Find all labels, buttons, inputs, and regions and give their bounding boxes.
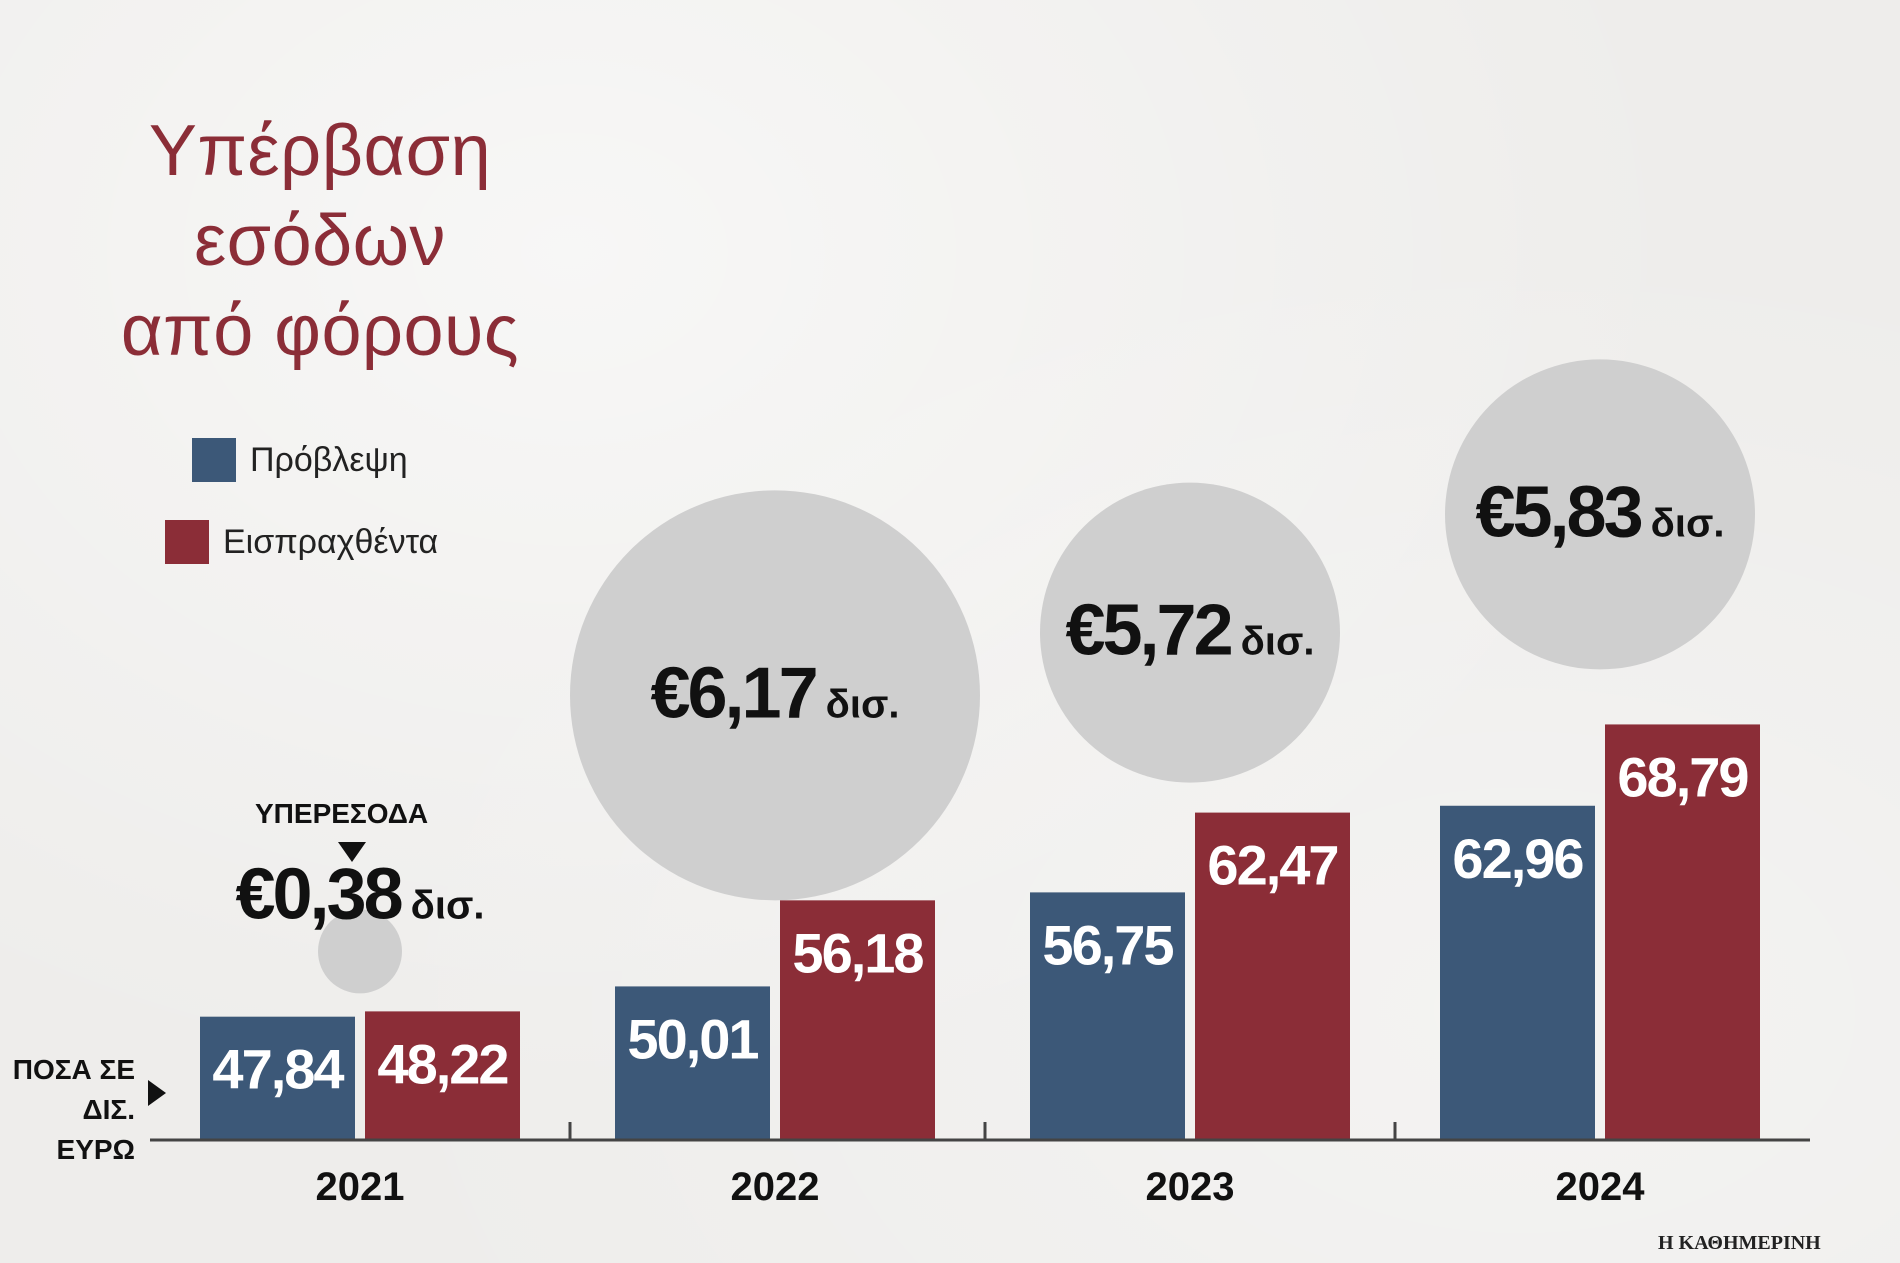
legend-swatch-collected xyxy=(165,520,209,564)
bar-forecast-2024 xyxy=(1440,805,1595,1140)
surplus-label: ΥΠΕΡΕΣΟΔΑ xyxy=(255,798,429,829)
bar-label-collected-2023: 62,47 xyxy=(1207,834,1337,897)
bar-label-collected-2024: 68,79 xyxy=(1617,745,1748,808)
bar-collected-2023 xyxy=(1195,812,1350,1140)
excess-circle-2023 xyxy=(1040,482,1340,783)
bar-forecast-2023 xyxy=(1030,892,1185,1140)
bar-forecast-2021 xyxy=(200,1016,355,1140)
bar-label-forecast-2023: 56,75 xyxy=(1042,913,1173,976)
excess-value-2023: €5,72 xyxy=(1065,591,1231,671)
excess-circle-2021 xyxy=(318,909,402,994)
bar-label-forecast-2021: 47,84 xyxy=(212,1038,344,1101)
bar-label-forecast-2022: 50,01 xyxy=(627,1007,758,1070)
year-label-2023: 2023 xyxy=(1146,1165,1235,1209)
excess-unit-2024: δισ. xyxy=(1651,501,1725,545)
year-label-2021: 2021 xyxy=(316,1165,405,1209)
unit-note-arrow-icon xyxy=(148,1080,166,1106)
excess-value-2022: €6,17 xyxy=(650,653,815,733)
excess-unit-2021: δισ. xyxy=(411,883,485,927)
excess-unit-2023: δισ. xyxy=(1241,620,1315,664)
excess-value-2021: €0,38 xyxy=(235,854,401,934)
bar-label-collected-2022: 56,18 xyxy=(792,921,923,984)
bar-collected-2022 xyxy=(780,900,935,1140)
bar-collected-2021 xyxy=(365,1011,520,1140)
legend-item-collected: Εισπραχθέντα xyxy=(165,520,438,564)
chart-title-line-2: εσόδων xyxy=(194,201,446,281)
chart-title-line-1: Υπέρβαση xyxy=(148,111,492,191)
unit-note: ΠΟΣΑ ΣΕ ΔΙΣ. ΕΥΡΩ xyxy=(0,1050,135,1170)
source-credit: Η ΚΑΘΗΜΕΡΙΝΗ xyxy=(1658,1232,1821,1254)
legend-label-collected: Εισπραχθέντα xyxy=(223,522,439,561)
excess-circle-2024 xyxy=(1445,359,1755,670)
excess-amount-2024: €5,83 δισ. xyxy=(1475,472,1724,552)
unit-note-line-2: ΔΙΣ. ΕΥΡΩ xyxy=(56,1094,135,1165)
legend-label-forecast: Πρόβλεψη xyxy=(250,440,408,479)
excess-value-2024: €5,83 xyxy=(1475,472,1641,552)
chart-title-line-3: από φόρους xyxy=(120,291,520,371)
bar-forecast-2022 xyxy=(615,986,770,1140)
legend-item-forecast: Πρόβλεψη xyxy=(192,438,408,482)
excess-circle-2022 xyxy=(570,490,980,901)
surplus-pointer-icon xyxy=(338,842,366,862)
excess-amount-2021: €0,38 δισ. xyxy=(235,854,484,934)
excess-amount-2022: €6,17 δισ. xyxy=(650,653,899,733)
excess-amount-2023: €5,72 δισ. xyxy=(1065,591,1314,671)
year-label-2024: 2024 xyxy=(1556,1165,1646,1209)
excess-unit-2022: δισ. xyxy=(826,682,900,726)
legend-swatch-forecast xyxy=(192,438,236,482)
unit-note-line-1: ΠΟΣΑ ΣΕ xyxy=(12,1054,135,1085)
bar-collected-2024 xyxy=(1605,724,1760,1140)
bar-label-forecast-2024: 62,96 xyxy=(1452,827,1583,890)
bar-label-collected-2021: 48,22 xyxy=(377,1032,507,1095)
year-label-2022: 2022 xyxy=(731,1165,820,1209)
